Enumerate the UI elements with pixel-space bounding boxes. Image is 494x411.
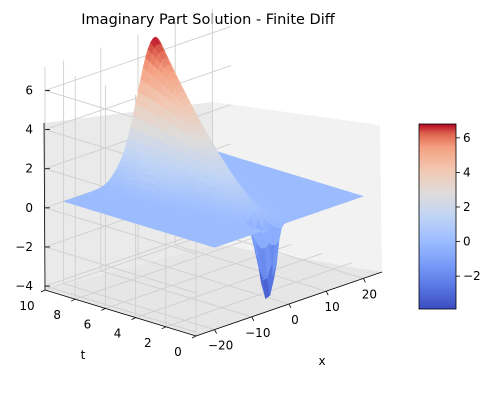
t-tick-label: 8 [53, 308, 61, 322]
z-axis-line [43, 122, 46, 291]
t-tick [161, 326, 166, 330]
z-tick-label: 6 [25, 83, 33, 97]
x-tick-label: −10 [245, 326, 270, 340]
x-tick [251, 316, 255, 321]
z-tick-label: −2 [15, 240, 33, 254]
x-tick-label: 20 [362, 287, 377, 301]
x-tick [325, 291, 329, 296]
grid-line [44, 207, 197, 255]
grid-line [135, 253, 322, 319]
grid-line [63, 283, 215, 331]
t-tick-label: 2 [144, 336, 152, 350]
colorbar-tick-label: 2 [463, 200, 471, 214]
t-tick-label: 10 [19, 299, 34, 313]
t-tick-label: 6 [84, 317, 92, 331]
z-tick-label: 4 [25, 123, 33, 137]
x-tick-label: 10 [325, 300, 340, 314]
grid-line [44, 246, 197, 294]
colorbar-ticks: −2 0 2 4 6 [456, 131, 481, 283]
colorbar: −2 0 2 4 6 [418, 123, 481, 310]
t-tick [40, 289, 46, 293]
t-tick [131, 317, 136, 320]
colorbar-tick-label: 0 [463, 235, 471, 249]
z-tick-label: 2 [25, 162, 33, 176]
t-tick [101, 308, 106, 311]
z-tick-label: −4 [15, 279, 33, 293]
colorbar-tick-label: 4 [463, 165, 471, 179]
t-tick [71, 298, 76, 302]
grid-line [175, 244, 327, 292]
grid-line [44, 26, 232, 91]
x-tick [288, 303, 292, 309]
chart-title: Imaginary Part Solution - Finite Diff [81, 12, 335, 28]
grid-line [212, 231, 364, 279]
grid-line [75, 234, 262, 300]
surface [62, 36, 365, 300]
surface-patch [356, 194, 365, 198]
x-tick [214, 329, 217, 334]
colorbar-tick-label: 6 [463, 131, 471, 145]
grid-line [44, 285, 197, 333]
colorbar-tick-label: −2 [463, 269, 481, 283]
floor-pane [45, 244, 382, 336]
grid-line [137, 257, 290, 305]
x-tick [363, 278, 366, 283]
t-tick-label: 0 [174, 345, 182, 359]
x-axis-label: x [318, 354, 325, 368]
x-tick-label: −20 [208, 339, 233, 353]
t-tick [191, 335, 197, 339]
t-axis-line [44, 289, 197, 337]
t-tick-label: 4 [114, 327, 122, 341]
z-tick-label: 0 [25, 201, 33, 215]
x-tick-label: 0 [291, 313, 299, 327]
t-axis-label: t [81, 348, 86, 362]
grid-line [100, 270, 252, 318]
grid-line [165, 262, 352, 328]
colorbar-gradient [418, 123, 457, 310]
